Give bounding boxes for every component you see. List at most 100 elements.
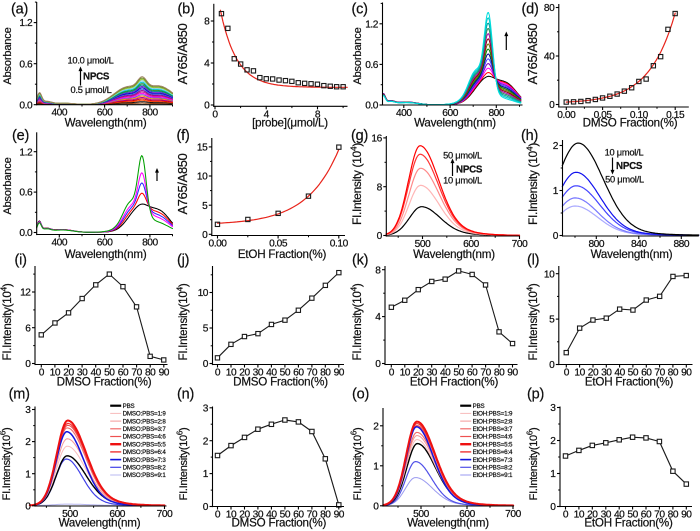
svg-text:0: 0 <box>39 368 45 379</box>
svg-text:8: 8 <box>315 109 321 120</box>
svg-text:EtOH:PBS=9:1: EtOH:PBS=9:1 <box>473 472 513 479</box>
svg-text:Wavelength(nm): Wavelength(nm) <box>591 248 673 261</box>
svg-text:50: 50 <box>280 368 291 379</box>
svg-text:0: 0 <box>203 502 209 513</box>
svg-text:600: 600 <box>109 509 125 520</box>
svg-text:10 μmol/L: 10 μmol/L <box>605 147 644 157</box>
svg-text:DMSO Fraction(%): DMSO Fraction(%) <box>583 116 678 129</box>
svg-text:700: 700 <box>157 509 173 520</box>
svg-text:40: 40 <box>266 368 277 379</box>
svg-text:(n): (n) <box>177 387 194 403</box>
svg-text:FI.Intensity(104): FI.Intensity(104) <box>0 283 14 360</box>
svg-text:FI.Intensity(104): FI.Intensity(104) <box>525 283 541 360</box>
svg-text:40: 40 <box>614 510 625 521</box>
svg-text:0.0: 0.0 <box>19 228 33 239</box>
svg-text:EtOH:PBS=5:5: EtOH:PBS=5:5 <box>473 441 513 448</box>
svg-text:Wavelength(nm): Wavelength(nm) <box>413 248 495 261</box>
svg-text:0.0: 0.0 <box>19 100 33 111</box>
svg-text:1: 1 <box>25 469 31 480</box>
svg-text:3: 3 <box>550 403 556 414</box>
svg-text:840: 840 <box>631 239 647 250</box>
svg-text:20: 20 <box>63 368 74 379</box>
svg-text:40: 40 <box>90 368 101 379</box>
svg-text:(h): (h) <box>521 128 538 144</box>
svg-text:4: 4 <box>264 109 270 120</box>
svg-text:8: 8 <box>377 182 383 193</box>
svg-text:80: 80 <box>145 368 156 379</box>
svg-text:(f): (f) <box>177 128 190 144</box>
svg-text:30: 30 <box>601 510 612 521</box>
svg-text:EtOH:PBS=3:7: EtOH:PBS=3:7 <box>473 426 513 433</box>
svg-text:DMSO:PBS=9:1: DMSO:PBS=9:1 <box>123 472 167 479</box>
svg-text:50: 50 <box>280 510 291 521</box>
svg-text:0: 0 <box>203 359 209 370</box>
svg-text:0.00: 0.00 <box>557 110 576 121</box>
svg-text:0: 0 <box>212 109 218 120</box>
svg-text:600: 600 <box>459 509 475 520</box>
svg-text:2: 2 <box>550 436 556 447</box>
svg-text:Wavelength(nm): Wavelength(nm) <box>65 248 147 261</box>
svg-text:90: 90 <box>681 368 692 379</box>
svg-text:20: 20 <box>587 510 598 521</box>
svg-text:0.5 μmol/L: 0.5 μmol/L <box>70 85 111 95</box>
svg-text:(e): (e) <box>12 128 29 144</box>
svg-text:0: 0 <box>389 368 395 379</box>
svg-text:0: 0 <box>377 231 383 242</box>
svg-text:8: 8 <box>204 17 210 28</box>
svg-text:70: 70 <box>307 510 318 521</box>
svg-text:1.2: 1.2 <box>19 18 33 29</box>
svg-text:0.10: 0.10 <box>330 239 349 250</box>
svg-text:Wavelength(nm): Wavelength(nm) <box>407 516 489 529</box>
svg-text:2: 2 <box>553 141 559 152</box>
svg-text:0: 0 <box>204 101 210 112</box>
svg-text:500: 500 <box>62 509 78 520</box>
svg-text:2: 2 <box>203 436 209 447</box>
svg-text:0.6: 0.6 <box>365 60 379 71</box>
svg-text:40: 40 <box>440 368 451 379</box>
svg-text:60: 60 <box>118 368 129 379</box>
svg-text:400: 400 <box>51 238 67 249</box>
svg-text:30: 30 <box>77 368 88 379</box>
svg-text:DMSO:PBS=6:4: DMSO:PBS=6:4 <box>123 449 167 456</box>
svg-text:50: 50 <box>104 368 115 379</box>
svg-text:EtOH Fraction(%): EtOH Fraction(%) <box>238 248 327 261</box>
svg-text:90: 90 <box>334 510 345 521</box>
svg-text:0.00: 0.00 <box>208 239 227 250</box>
svg-text:(j): (j) <box>177 253 189 269</box>
svg-text:0.0: 0.0 <box>365 101 379 112</box>
svg-text:30: 30 <box>426 368 437 379</box>
svg-text:EtOH:PBS=4:6: EtOH:PBS=4:6 <box>473 434 513 441</box>
svg-text:20: 20 <box>413 368 424 379</box>
svg-text:1: 1 <box>203 469 209 480</box>
svg-text:FI.Intensity(106): FI.Intensity(106) <box>526 428 541 501</box>
svg-text:40: 40 <box>544 52 555 63</box>
svg-text:600: 600 <box>463 239 479 250</box>
svg-text:3: 3 <box>203 403 209 414</box>
svg-text:600: 600 <box>97 108 113 119</box>
svg-text:20: 20 <box>588 368 599 379</box>
svg-text:EtOH Fraction(%): EtOH Fraction(%) <box>585 376 674 389</box>
svg-text:40: 40 <box>266 510 277 521</box>
svg-text:(i): (i) <box>15 253 27 269</box>
svg-text:90: 90 <box>159 368 170 379</box>
svg-text:90: 90 <box>681 510 692 521</box>
svg-text:10: 10 <box>574 510 585 521</box>
svg-text:80: 80 <box>668 368 679 379</box>
svg-text:80: 80 <box>494 368 505 379</box>
svg-text:5: 5 <box>202 201 208 212</box>
svg-text:4: 4 <box>375 312 381 323</box>
svg-text:0.05: 0.05 <box>594 110 613 121</box>
svg-text:90: 90 <box>334 368 345 379</box>
svg-text:DMSO:PBS=1:9: DMSO:PBS=1:9 <box>123 411 167 418</box>
svg-text:80: 80 <box>320 510 331 521</box>
svg-text:700: 700 <box>505 509 521 520</box>
svg-text:DMSO:PBS=7:3: DMSO:PBS=7:3 <box>123 457 167 464</box>
svg-text:FI.Intensity(106): FI.Intensity(106) <box>350 428 365 501</box>
svg-text:800: 800 <box>488 108 504 119</box>
svg-text:FI.Intensity(106): FI.Intensity(106) <box>0 428 13 501</box>
svg-text:10: 10 <box>197 172 208 183</box>
svg-text:0: 0 <box>563 510 569 521</box>
svg-text:0: 0 <box>25 501 31 512</box>
svg-text:600: 600 <box>97 238 113 249</box>
svg-text:Absorbance: Absorbance <box>2 157 14 214</box>
